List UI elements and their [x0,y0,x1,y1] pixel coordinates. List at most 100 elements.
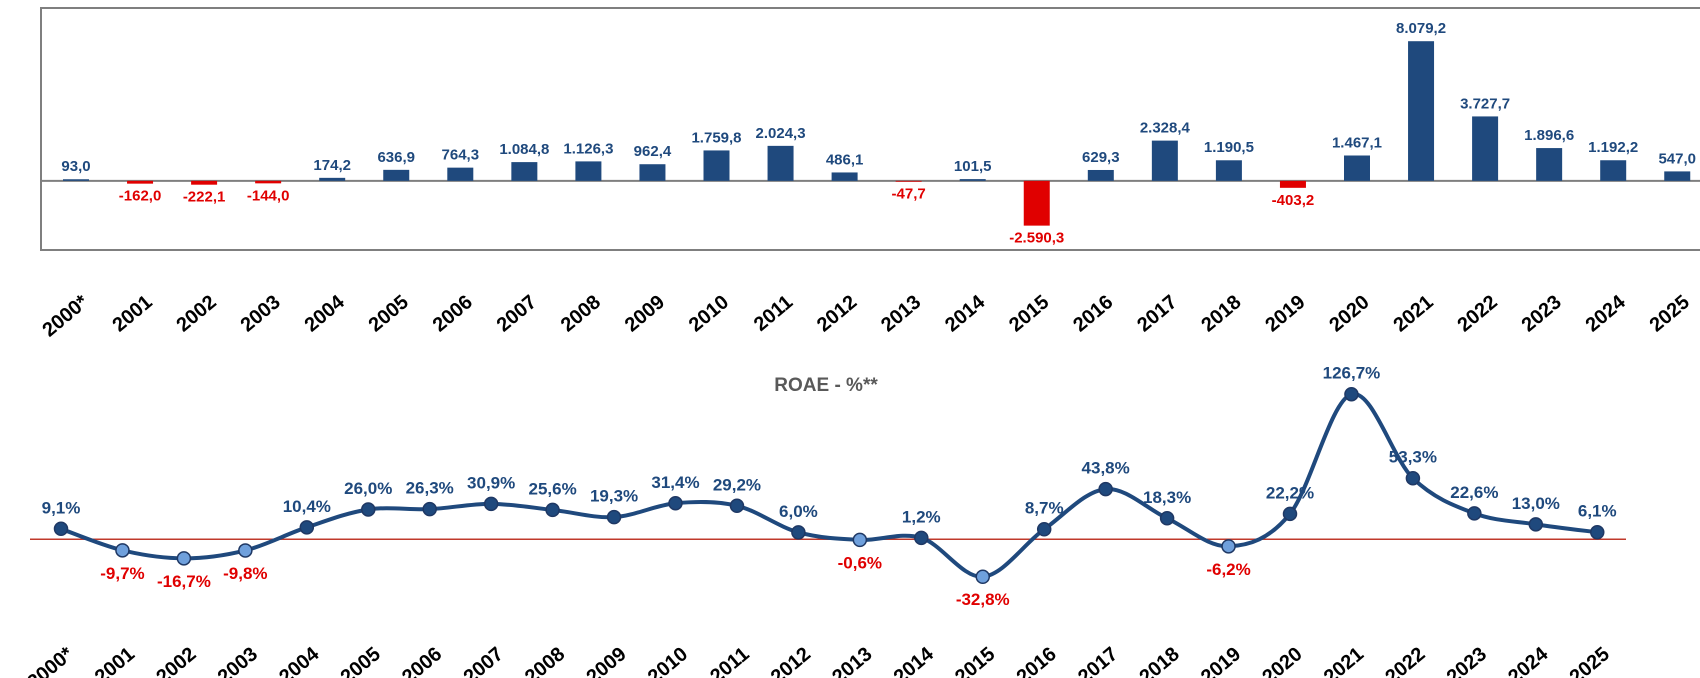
marker [176,551,192,566]
data-label: 53,3% [1389,448,1437,467]
marker [53,521,69,537]
data-label: -47,7 [892,186,926,203]
bar [575,161,602,181]
data-label: -9,8% [223,564,267,583]
x-tick-label: 2015 [951,643,999,678]
x-tick-label: 2025 [1646,291,1694,336]
data-label: 31,4% [651,473,699,492]
line [60,392,1598,579]
bar [1664,171,1691,181]
x-tick-label: 2002 [172,291,220,336]
x-tick-label: 2017 [1133,291,1181,336]
x-tick-label: 2002 [152,643,200,678]
data-label: 29,2% [713,475,761,494]
marker [545,502,560,518]
data-label: 19,3% [590,487,638,506]
data-label: 6,0% [779,502,818,521]
data-label: -2.590,3 [1009,230,1064,247]
bar [511,162,538,181]
data-label: 26,3% [406,479,454,498]
marker [606,509,622,525]
bar [255,180,282,184]
marker [791,525,806,540]
data-label: 547,0 [1658,150,1696,167]
data-label: 8,7% [1025,499,1064,518]
x-tick-label: 2019 [1197,643,1245,678]
x-tick-label: 2010 [644,643,692,678]
bar [703,150,730,181]
x-tick-label: 2020 [1258,643,1306,678]
marker [1221,539,1236,554]
x-tick-label: 2019 [1261,291,1309,336]
bar [1344,155,1370,181]
bar [639,164,666,181]
marker [1344,386,1359,402]
marker [483,496,499,512]
x-tick-label: 2022 [1381,643,1429,678]
marker [1159,511,1175,526]
x-tick-label: 2011 [750,291,797,336]
marker [238,543,253,558]
bar [1472,116,1499,181]
x-tick-label: 2005 [365,291,413,336]
x-tick-label: 2005 [337,643,385,678]
marker [1467,506,1482,521]
data-label: 2.328,4 [1140,120,1191,137]
x-tick-label: 2013 [877,291,925,336]
data-label: 3.727,7 [1460,95,1510,112]
data-label: -9,7% [100,564,144,583]
x-tick-label: 2021 [1389,291,1437,336]
x-tick-label: 2008 [521,643,569,678]
marker [729,498,745,514]
x-tick-label: 2000* [38,291,92,342]
x-tick-label: 2024 [1582,290,1631,336]
marker [361,502,376,517]
bar [1215,160,1242,181]
x-tick-label: 2004 [301,290,350,336]
data-label: 18,3% [1143,488,1191,507]
x-tick-label: 2016 [1069,291,1117,336]
marker [668,496,683,511]
bar [1536,148,1563,181]
data-label: 1.192,2 [1588,139,1638,156]
bar [127,180,154,184]
bar [1087,169,1114,181]
x-tick-label: 2006 [429,291,477,336]
x-tick-label: 2009 [621,291,669,336]
marker [1098,481,1113,497]
marker [115,543,130,558]
plot-frame [40,7,1700,251]
marker [1036,522,1052,537]
data-label: 22,2% [1266,483,1314,502]
data-label: -0,6% [838,553,882,572]
x-tick-label: 2022 [1453,291,1501,336]
x-tick-label: 2001 [108,291,156,336]
data-label: 174,2 [313,157,351,174]
data-label: 25,6% [528,479,576,498]
x-tick-label: 2023 [1518,291,1566,336]
data-label: -6,2% [1206,560,1250,579]
bar [1151,140,1178,181]
x-tick-label: 2017 [1074,643,1122,678]
data-label: 1,2% [902,507,941,526]
data-label: 6,1% [1578,502,1617,521]
data-label: 1.896,6 [1524,127,1574,144]
x-tick-label: 2011 [706,643,753,678]
data-label: 1.126,3 [563,140,613,157]
x-tick-label: 2008 [557,291,605,336]
data-label: -162,0 [119,188,162,205]
data-label: 1.084,8 [499,141,549,158]
chart-title: ROAE - %** [774,375,878,396]
data-label: 1.190,5 [1204,139,1254,156]
x-tick-label: 2003 [214,643,262,678]
data-label: -144,0 [247,187,290,204]
x-tick-label: 2000* [23,643,77,678]
x-tick-label: 2007 [493,291,541,336]
bar [1408,41,1435,181]
x-tick-label: 2013 [828,643,876,678]
data-label: -16,7% [157,572,211,591]
x-tick-label: 2025 [1566,643,1614,678]
data-label: -403,2 [1272,192,1315,209]
data-label: 629,3 [1082,149,1120,166]
x-tick-label: 2016 [1013,643,1061,678]
